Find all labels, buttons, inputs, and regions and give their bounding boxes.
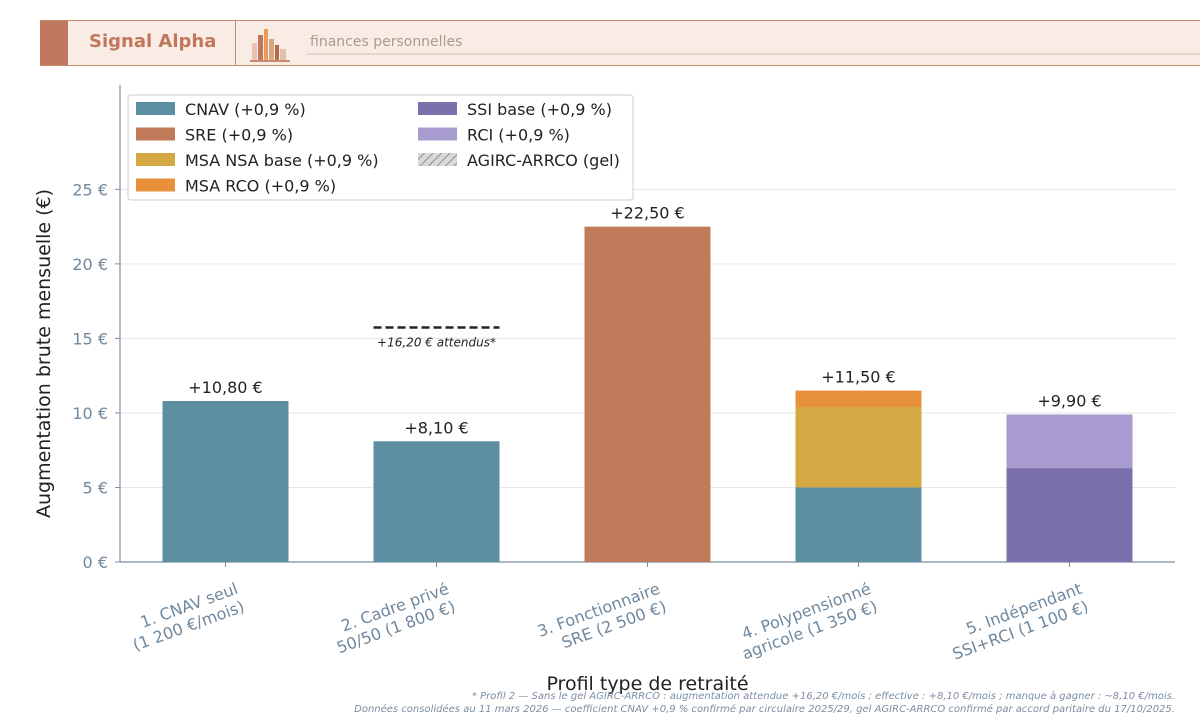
x-tick-label: 4. Polypensionnéagricole (1 350 €) <box>733 579 880 663</box>
x-tick-label: 2. Cadre privé50/50 (1 800 €) <box>328 579 458 657</box>
bar-total-label: +11,50 € <box>821 368 895 387</box>
legend-label: RCI (+0,9 %) <box>467 126 570 145</box>
brand-tagline: finances personnelles <box>310 34 463 50</box>
footnote-1: * Profil 2 — Sans le gel AGIRC-ARRCO : a… <box>471 691 1175 702</box>
x-tick-label: 1. CNAV seul(1 200 €/mois) <box>124 579 247 655</box>
x-tick-label: 3. FonctionnaireSRE (2 500 €) <box>535 579 669 659</box>
expected-line-label: +16,20 € attendus* <box>377 336 496 350</box>
y-tick-label: 5 € <box>83 478 108 497</box>
x-tick-label: 5. IndépendantSSI+RCI (1 100 €) <box>943 579 1091 664</box>
bar-segment <box>795 390 922 407</box>
bar-segment <box>795 487 922 562</box>
legend-swatch <box>418 102 457 115</box>
bar-segment <box>1006 468 1133 562</box>
x-axis-title: Profil type de retraité <box>546 673 748 695</box>
bar-segment <box>584 226 711 562</box>
legend: CNAV (+0,9 %) SRE (+0,9 %) MSA NSA base (+… <box>127 94 634 201</box>
bar-chart-city-icon <box>250 29 290 62</box>
legend-swatch <box>136 127 175 141</box>
legend-swatch <box>136 102 175 115</box>
tagline-underline <box>307 53 1200 55</box>
bar-total-label: +22,50 € <box>610 204 684 223</box>
bar-segment <box>795 406 922 488</box>
bars <box>162 226 1133 562</box>
y-tick-label: 0 € <box>83 553 108 572</box>
legend-label: SSI base (+0,9 %) <box>467 100 612 119</box>
bar-total-label: +9,90 € <box>1037 391 1101 410</box>
bar-segment <box>373 441 500 562</box>
labels: +10,80 € +8,10 € +22,50 € +11,50 € +9,90 € +1… <box>188 204 1101 438</box>
legend-label: AGIRC-ARRCO (gel) <box>467 151 620 170</box>
brand-accent-block <box>40 21 68 65</box>
y-tick-label: 10 € <box>72 404 108 423</box>
header-divider <box>235 21 236 65</box>
legend-swatch <box>418 127 457 141</box>
legend-frame <box>127 94 634 201</box>
bar-segment <box>162 401 289 562</box>
y-tick-label: 15 € <box>72 329 108 348</box>
bar-total-label: +8,10 € <box>404 418 468 437</box>
bar-segment <box>1006 414 1133 469</box>
bar-total-label: +10,80 € <box>188 378 262 397</box>
legend-label: SRE (+0,9 %) <box>185 126 293 145</box>
legend-label: MSA RCO (+0,9 %) <box>185 177 336 196</box>
legend-swatch <box>136 153 175 166</box>
legend-label: MSA NSA base (+0,9 %) <box>185 151 379 170</box>
y-tick-label: 20 € <box>72 255 108 274</box>
brand-header: Signal Alpha finances personnelles <box>40 20 1200 66</box>
legend-label: CNAV (+0,9 %) <box>185 100 306 119</box>
legend-swatch <box>418 153 457 166</box>
footnote-2: Données consolidées au 11 mars 2026 — co… <box>354 704 1175 715</box>
y-axis-title: Augmentation brute mensuelle (€) <box>33 189 55 518</box>
brand-name: Signal Alpha <box>89 31 217 52</box>
footnotes: * Profil 2 — Sans le gel AGIRC-ARRCO : a… <box>354 690 1175 716</box>
y-tick-label: 25 € <box>72 180 108 199</box>
legend-swatch <box>136 178 175 192</box>
